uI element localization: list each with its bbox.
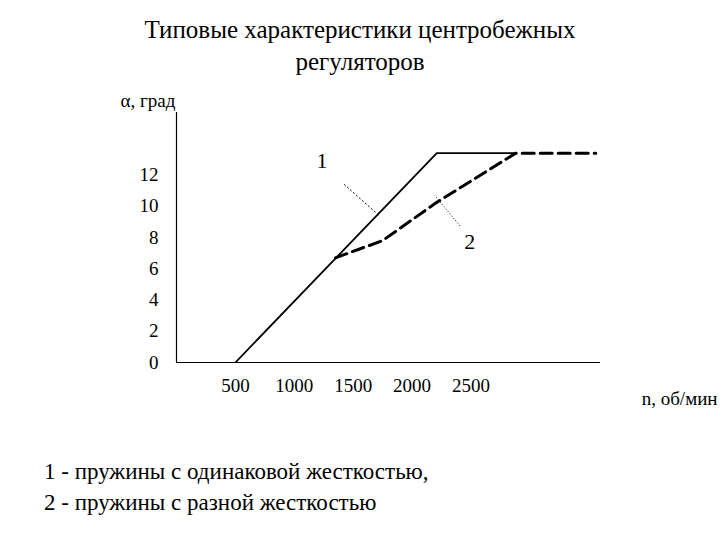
svg-text:12: 12: [140, 164, 159, 185]
svg-text:1: 1: [316, 148, 327, 173]
svg-text:1000: 1000: [275, 375, 313, 396]
svg-text:1500: 1500: [334, 375, 372, 396]
html-text:регуляторов: регуляторов: [295, 48, 425, 75]
svg-text:α, град: α, град: [121, 90, 176, 111]
svg-text:500: 500: [221, 375, 250, 396]
svg-text:n, об/мин: n, об/мин: [642, 388, 718, 409]
svg-text:0: 0: [149, 352, 159, 373]
html-text:1 - пружины с одинаковой жестк: 1 - пружины с одинаковой жесткостью,: [44, 459, 429, 484]
html-text:2 - пружины с разной жесткость: 2 - пружины с разной жесткостью: [44, 490, 377, 515]
svg-text:2: 2: [464, 229, 475, 254]
svg-text:6: 6: [149, 258, 159, 279]
svg-text:10: 10: [140, 195, 159, 216]
svg-text:2500: 2500: [452, 375, 490, 396]
svg-text:4: 4: [149, 289, 159, 310]
svg-text:2000: 2000: [393, 375, 431, 396]
svg-text:8: 8: [149, 227, 159, 248]
html-text:Типовые характеристики центроб: Типовые характеристики центробежных: [144, 16, 576, 43]
svg-text:2: 2: [149, 320, 159, 341]
